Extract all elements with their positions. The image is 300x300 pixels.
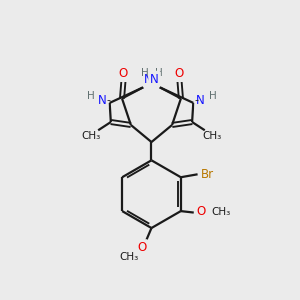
Text: CH₃: CH₃ [82,130,101,141]
Text: N: N [150,73,159,85]
Text: Br: Br [201,168,214,181]
Text: N: N [144,73,153,85]
Text: CH₃: CH₃ [212,207,231,217]
Text: CH₃: CH₃ [119,253,138,262]
Text: H: H [87,92,94,101]
Text: -: - [107,95,111,106]
Text: H: H [208,92,216,101]
Text: N: N [196,94,205,107]
Text: O: O [119,67,128,80]
Text: H: H [155,68,162,78]
Text: O: O [175,67,184,80]
Text: O: O [137,241,146,254]
Text: H: H [140,68,148,78]
Text: CH₃: CH₃ [202,130,221,141]
Text: N: N [98,94,107,107]
Text: O: O [196,206,205,218]
Text: -: - [195,95,199,106]
